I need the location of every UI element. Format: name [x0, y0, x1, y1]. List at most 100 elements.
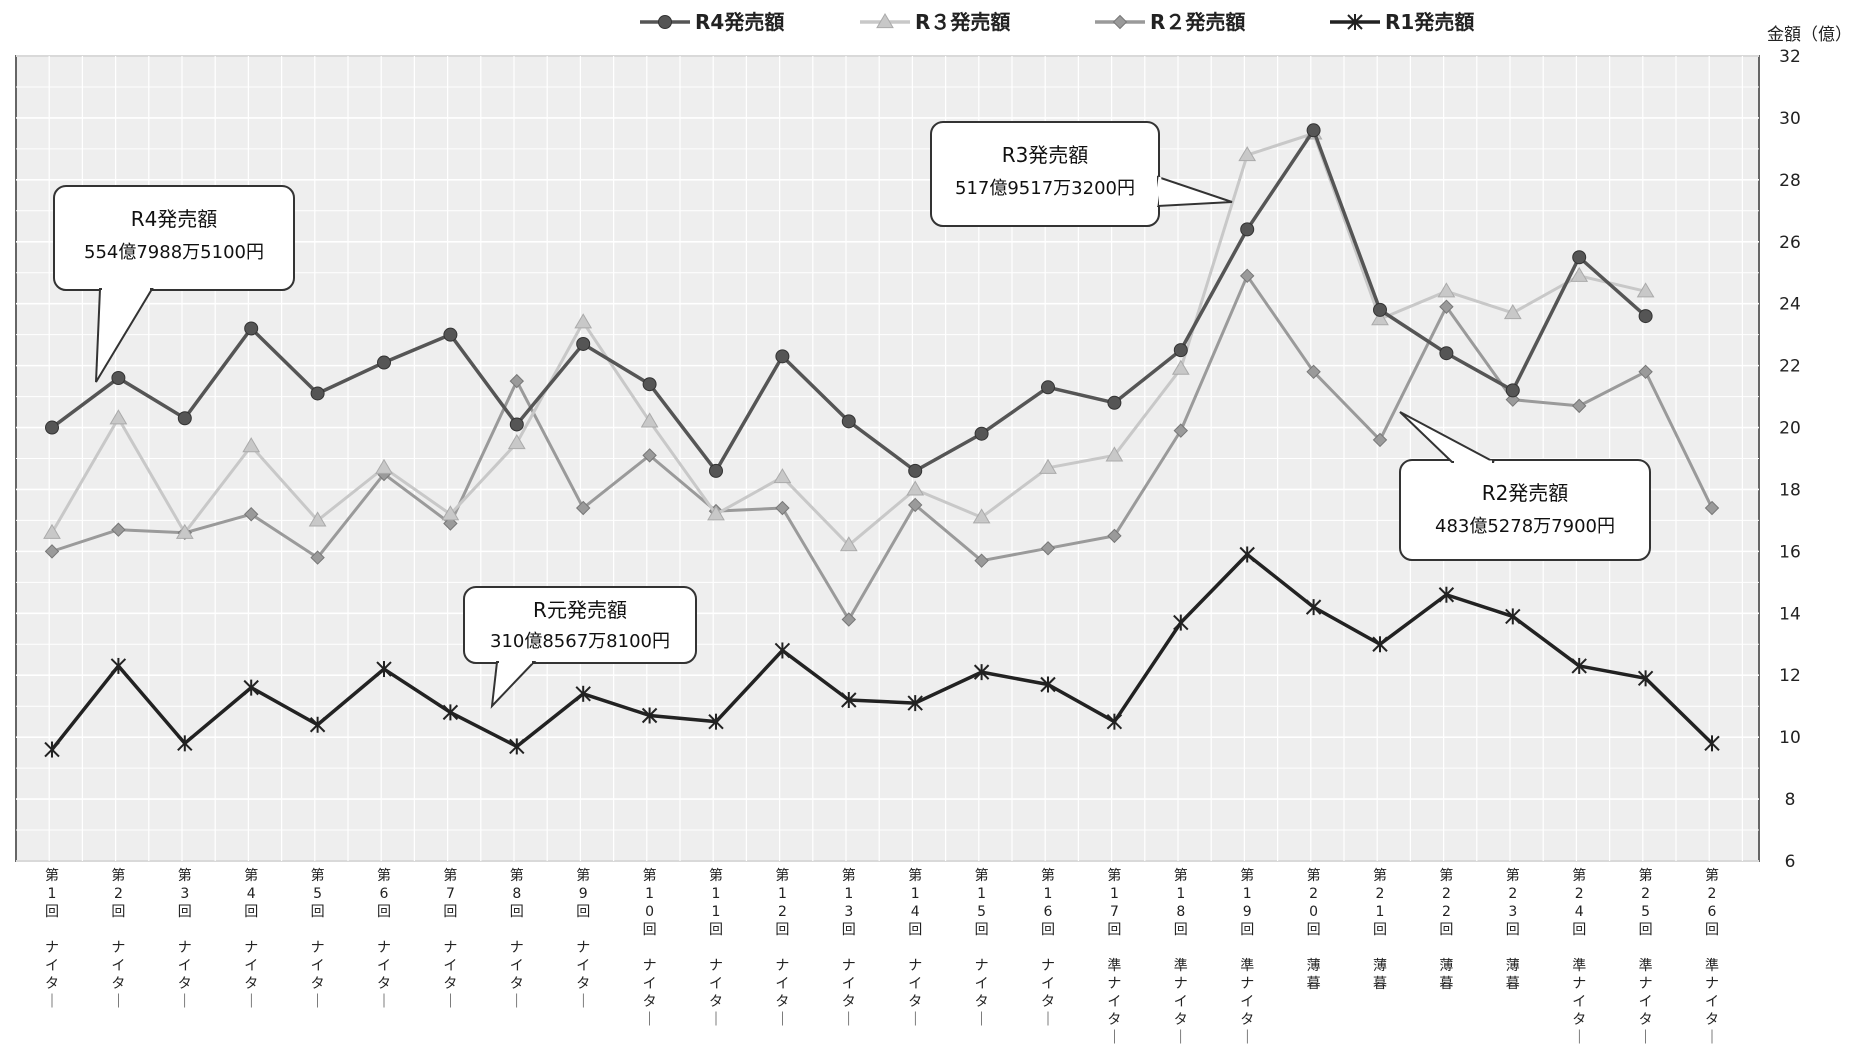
data-point — [441, 505, 460, 521]
x-category-type-char: イ — [1174, 994, 1188, 1010]
series-0 — [45, 123, 1653, 478]
x-category-race-char: 1 — [844, 886, 853, 902]
data-point — [641, 707, 658, 724]
x-category-type-char: ｜ — [975, 1012, 989, 1028]
x-category-race-char: 4 — [247, 886, 256, 902]
x-category-type-char: ｜ — [709, 1012, 723, 1028]
data-point — [509, 417, 524, 432]
legend-item: R4発売額 — [640, 10, 784, 34]
x-category-race-char: 2 — [1508, 886, 1517, 902]
x-category-type-char: イ — [244, 958, 258, 974]
x-category-type-char: ｜ — [178, 994, 192, 1010]
callout: R4発売額 554億7988万5100円 — [53, 185, 295, 383]
data-point — [443, 327, 458, 342]
data-point — [1238, 146, 1257, 162]
x-category-type-char: イ — [1240, 994, 1254, 1010]
x-category-race-char: 8 — [1176, 904, 1185, 920]
x-category-type-char: イ — [1572, 994, 1586, 1010]
data-point — [1039, 458, 1057, 474]
callout-value: 483億5278万7900円 — [1435, 516, 1615, 537]
data-point — [709, 463, 723, 478]
x-category-race-char: 回 — [311, 904, 325, 920]
data-point — [1371, 310, 1389, 326]
x-category-race-char: 第 — [1373, 867, 1387, 884]
x-category-race-char: 2 — [1309, 886, 1318, 902]
x-category-type-char: タ — [1572, 1012, 1586, 1028]
callouts: R4発売額 554億7988万5100円 R3発売額 517億9517万3200円 R2… — [53, 121, 1651, 709]
data-point — [640, 412, 659, 428]
x-category-race-char: 5 — [313, 886, 322, 902]
x-category-type-char: タ — [1041, 994, 1055, 1010]
x-category-label: 第 2 3 回薄暮 — [1506, 867, 1520, 992]
x-category-race-char: 2 — [1442, 904, 1451, 920]
x-category-type-char: ナ — [1572, 976, 1586, 992]
x-category-type-char: 薄 — [1373, 958, 1387, 974]
y-tick-label: 26 — [1779, 233, 1801, 253]
x-category-race-char: 第 — [1240, 867, 1254, 884]
x-category-type-char: 準 — [1705, 958, 1719, 974]
x-category-race-char: 回 — [1506, 922, 1520, 938]
x-category-race-char: 回 — [1373, 922, 1387, 938]
callout: R2発売額 483億5278万7900円 — [1399, 411, 1651, 561]
x-category-race-char: 9 — [1243, 904, 1252, 920]
y-tick-label: 8 — [1785, 790, 1796, 810]
x-category-race-char: 第 — [1307, 867, 1321, 884]
x-category-race-char: 回 — [643, 922, 657, 938]
x-category-race-char: 3 — [844, 904, 853, 920]
data-point — [876, 13, 894, 29]
data-point — [1041, 380, 1055, 395]
data-point — [1105, 446, 1124, 462]
x-category-race-char: 回 — [111, 904, 125, 920]
x-category-type-char: 薄 — [1307, 958, 1321, 974]
x-category-race-char: 1 — [1110, 886, 1119, 902]
callout: R元発売額 310億8567万8100円 — [463, 586, 697, 709]
x-category-type-char: 暮 — [1307, 976, 1321, 992]
data-point — [509, 738, 525, 755]
data-point — [375, 458, 393, 474]
x-category-type-char: 薄 — [1506, 958, 1520, 974]
x-category-type-char: タ — [45, 976, 59, 992]
x-category-race-char: 第 — [1572, 867, 1586, 884]
data-point — [1173, 343, 1188, 358]
x-category-type-char: イ — [1639, 994, 1653, 1010]
x-category-race-char: 2 — [1442, 886, 1451, 902]
x-category-race-char: 回 — [842, 922, 856, 938]
data-point — [1173, 423, 1189, 438]
series-1 — [43, 124, 1655, 552]
x-category-race-char: 第 — [576, 867, 590, 884]
x-category-race-char: 第 — [510, 867, 524, 884]
callout-title: R元発売額 — [533, 598, 627, 622]
x-category-type-char: イ — [1041, 976, 1055, 992]
x-category-type-char: タ — [1174, 1012, 1188, 1028]
x-category-race-char: 2 — [1708, 886, 1717, 902]
x-category-type-char: ナ — [510, 940, 524, 956]
series-line — [50, 552, 1714, 751]
data-point — [841, 612, 857, 627]
x-category-type-char: タ — [576, 976, 590, 992]
legend-label: R３発売額 — [915, 10, 1010, 34]
legend-label: R4発売額 — [695, 10, 784, 34]
x-category-race-char: 回 — [1174, 922, 1188, 938]
data-point — [841, 414, 856, 429]
x-category-type-char: 準 — [1572, 958, 1586, 974]
x-category-type-char: タ — [709, 994, 723, 1010]
data-point — [708, 713, 724, 730]
x-category-race-char: 回 — [908, 922, 922, 938]
data-point — [1638, 364, 1653, 380]
data-point — [509, 373, 525, 389]
x-category-type-char: ナ — [1705, 976, 1719, 992]
data-point — [177, 411, 192, 426]
data-point — [1107, 528, 1122, 544]
x-category-race-char: 回 — [1639, 922, 1653, 938]
x-category-type-char: イ — [377, 958, 391, 974]
legend-label: R1発売額 — [1385, 10, 1474, 34]
x-category-race-char: 回 — [443, 904, 457, 920]
x-category-race-char: 第 — [377, 867, 391, 884]
callout-value: 517億9517万3200円 — [955, 178, 1135, 199]
x-category-race-char: 回 — [1307, 922, 1321, 938]
x-category-type-char: ナ — [111, 940, 125, 956]
x-category-type-char: ｜ — [1572, 1030, 1586, 1046]
